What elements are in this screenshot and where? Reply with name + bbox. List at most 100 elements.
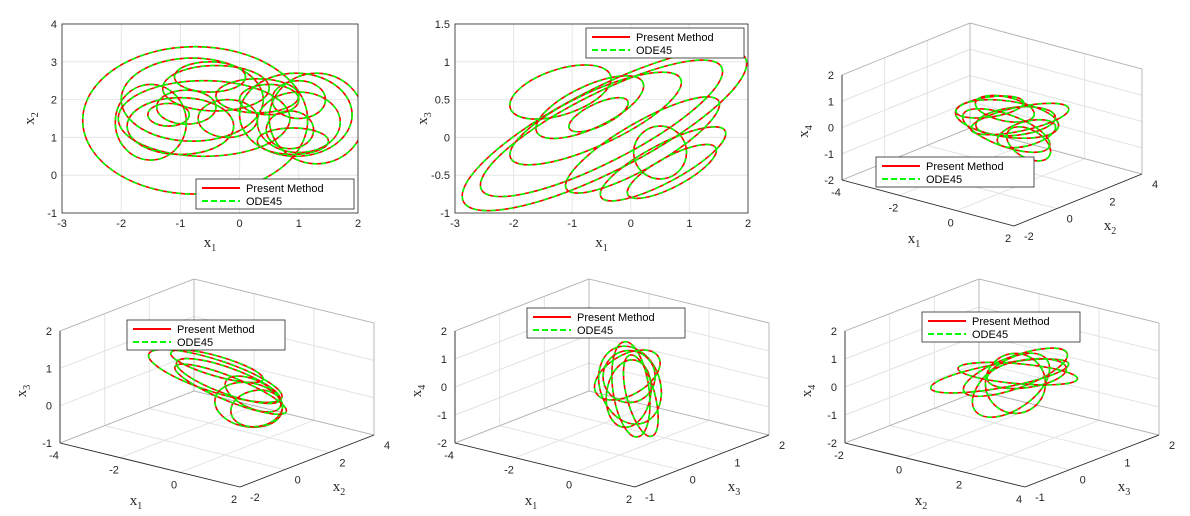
grid-line	[841, 75, 971, 128]
x-tick-label: 0	[948, 218, 954, 230]
x-tick-label: 0	[628, 218, 634, 230]
x-tick-label: -2	[504, 465, 514, 477]
y-axis-label: x2	[1104, 218, 1117, 237]
grid-line	[104, 425, 285, 471]
ode45-line	[126, 96, 235, 156]
legend-label-present: Present Method	[246, 183, 324, 195]
axes-box	[454, 23, 749, 214]
z-tick-label: 2	[46, 326, 52, 338]
ode45-line	[568, 96, 629, 133]
ode45-line	[974, 94, 1036, 123]
x-tick-label: -2	[888, 202, 898, 214]
ode45-line	[611, 340, 651, 438]
y-tick-label: 2	[51, 95, 57, 107]
x-axis	[841, 179, 1015, 227]
legend-label-present: Present Method	[926, 161, 1004, 173]
box-edge	[841, 22, 971, 76]
y-tick-label: 1.5	[435, 19, 450, 31]
grid-line	[588, 334, 770, 380]
y-tick-label: 0.5	[435, 95, 450, 107]
legend-label-ode45: ODE45	[177, 337, 213, 349]
y-axis-label: x2	[333, 479, 346, 498]
ode45-line	[147, 102, 191, 127]
x-tick-label: 2	[355, 218, 361, 230]
grid-line	[904, 405, 1040, 459]
box-edge	[454, 390, 590, 444]
z-tick-label: 0	[441, 382, 447, 394]
x-tick-label: -1	[567, 218, 577, 230]
grid-line	[179, 419, 315, 473]
ode45-line	[605, 359, 652, 429]
legend-label-present: Present Method	[972, 316, 1050, 328]
chart-panel-5: -2 0 2 4 -1 0 1 2 -2 -1 0 1 2 x2 x3 x4 Present MethodODE…	[799, 278, 1175, 512]
x-axis-label: x1	[595, 235, 608, 254]
x-tick-label: -3	[450, 218, 460, 230]
x-tick-label: 0	[237, 218, 243, 230]
ode45-line	[238, 83, 300, 116]
grid-line	[454, 334, 590, 388]
x-tick-label: -3	[57, 218, 67, 230]
box-edge	[978, 278, 1160, 324]
y-tick-label: 1	[51, 132, 57, 144]
y-tick-label: 2	[1169, 440, 1175, 452]
trajectory	[929, 347, 1079, 418]
legend-label-ode45: ODE45	[972, 329, 1008, 341]
grid-line	[588, 362, 770, 408]
x-axis-label: x1	[130, 493, 143, 512]
z-tick-label: -2	[824, 175, 834, 187]
ode45-line	[984, 352, 1047, 415]
z-tick-label: -2	[437, 438, 447, 450]
box-edge	[193, 278, 375, 324]
x-tick-label: -4	[49, 450, 59, 462]
z-tick-label: 1	[828, 96, 834, 108]
legend-box	[585, 27, 745, 59]
legend-label-present: Present Method	[636, 32, 714, 44]
grid-line	[454, 362, 590, 416]
z-tick-label: -1	[824, 149, 834, 161]
y-axis	[634, 434, 770, 488]
ode45-line	[147, 348, 283, 404]
grid-line	[544, 407, 725, 453]
x-axis	[454, 442, 636, 488]
ode45-line	[173, 363, 288, 416]
z-tick-label: -2	[827, 438, 837, 450]
x-tick-label: -2	[109, 465, 119, 477]
grid-line	[841, 101, 971, 155]
box-edge	[844, 390, 980, 444]
y-axis	[1013, 173, 1143, 227]
ode45-line	[593, 349, 661, 401]
y-tick-label: -1	[645, 492, 655, 504]
y-tick-label: 0	[690, 475, 696, 487]
box-edge	[59, 278, 195, 332]
z-axis-label: x4	[409, 385, 428, 398]
chart-panel-1: -3 -2 -1 0 1 2 -1 -0.5 0 0.5 1 1.5 x1 x3 Present Metho…	[415, 19, 751, 254]
ode45-line	[173, 60, 247, 93]
ode45-line	[81, 45, 309, 195]
z-tick-label: 0	[831, 382, 837, 394]
legend-box	[195, 178, 355, 210]
z-tick-label: 1	[831, 354, 837, 366]
box-edge	[588, 390, 770, 436]
x-axis-label: x1	[525, 493, 538, 512]
x-tick-label: 2	[745, 218, 751, 230]
y-tick-label: 1	[734, 457, 740, 469]
ode45-line	[957, 361, 1079, 386]
y-tick-label: 4	[384, 440, 390, 452]
x-tick-label: 0	[896, 465, 902, 477]
x-axis	[844, 442, 1026, 488]
grid-line	[844, 362, 980, 416]
y-tick-label: 4	[51, 19, 57, 31]
legend-label-present: Present Method	[577, 312, 655, 324]
ode45-line	[974, 105, 1057, 137]
present-method-line	[271, 79, 327, 120]
x-axis-label: x1	[204, 235, 217, 254]
trajectory	[147, 348, 288, 429]
x-tick-label: 0	[171, 479, 177, 491]
y-axis	[239, 434, 375, 488]
